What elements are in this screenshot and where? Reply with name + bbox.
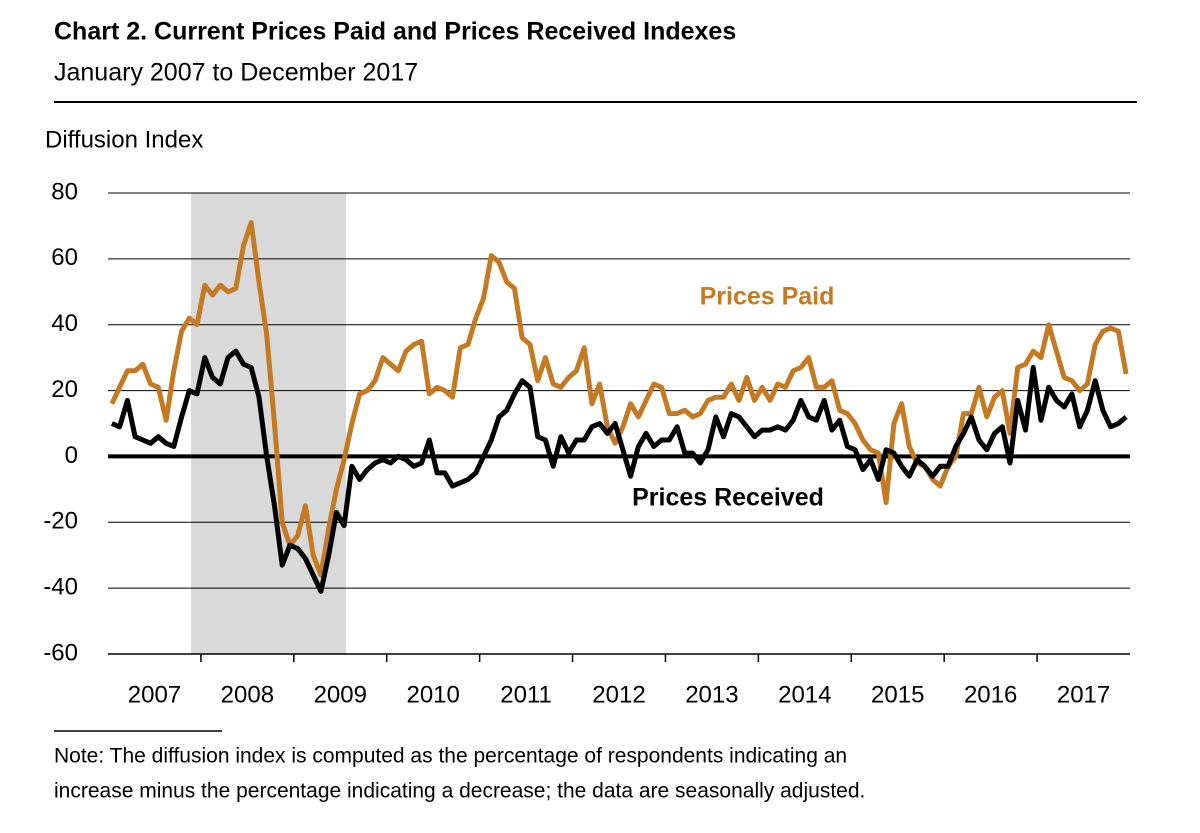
x-tick-label: 2009 xyxy=(314,681,367,708)
chart-title: Chart 2. Current Prices Paid and Prices … xyxy=(54,18,736,46)
note-line: increase minus the percentage indicating… xyxy=(54,780,865,803)
y-tick-label: -20 xyxy=(43,508,78,535)
note-line: Note: The diffusion index is computed as… xyxy=(54,745,847,768)
x-tick-label: 2010 xyxy=(406,681,459,708)
series-label: Prices Paid xyxy=(700,283,835,311)
y-tick-label: 80 xyxy=(51,178,78,205)
x-tick-label: 2016 xyxy=(964,681,1017,708)
x-tick-label: 2015 xyxy=(871,681,924,708)
x-tick-label: 2007 xyxy=(128,681,181,708)
plot-area: -60 -40 -20 0 20 40 60 80 2007 2008 2009 2010 2011 20… xyxy=(43,178,1130,708)
y-tick-label: 20 xyxy=(51,376,78,403)
y-tick-label: -60 xyxy=(43,639,78,666)
x-tick-label: 2011 xyxy=(500,681,552,708)
y-tick-label: -40 xyxy=(43,573,78,600)
y-axis-label: Diffusion Index xyxy=(45,126,203,153)
y-tick-label: 60 xyxy=(51,244,78,271)
x-tick-label: 2008 xyxy=(221,681,274,708)
series-label: Prices Received xyxy=(632,484,824,512)
series-line xyxy=(110,348,1128,594)
x-tick-label: 2012 xyxy=(592,681,645,708)
y-tick-label: 0 xyxy=(65,442,78,469)
y-tick-label: 40 xyxy=(51,310,78,337)
x-tick-label: 2017 xyxy=(1057,681,1110,708)
x-tick-label: 2013 xyxy=(685,681,738,708)
x-tick-label: 2014 xyxy=(778,681,831,708)
chart-subtitle: January 2007 to December 2017 xyxy=(54,59,418,87)
